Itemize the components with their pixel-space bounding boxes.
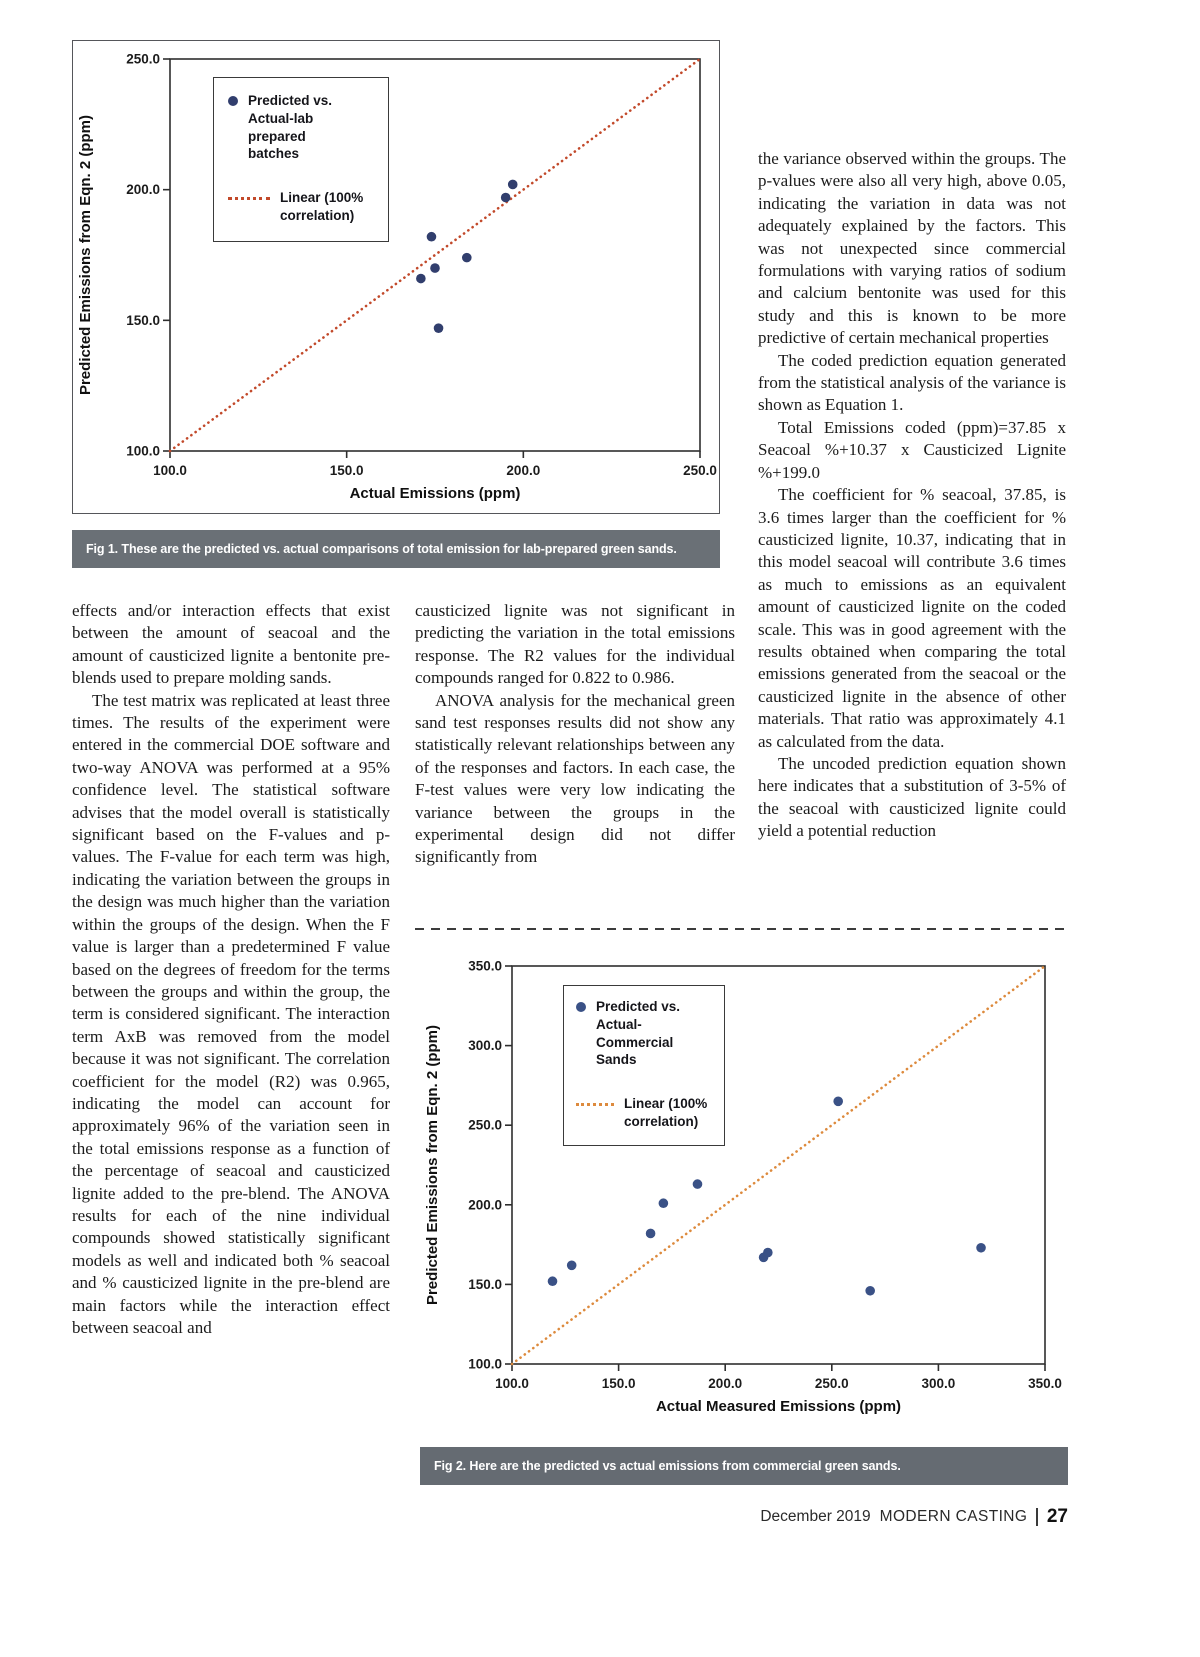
correlation-line — [510, 964, 1047, 1366]
scatter-point — [833, 1096, 843, 1107]
dashed-divider — [415, 928, 1068, 930]
body-paragraph: the variance observed within the groups.… — [758, 149, 1066, 348]
legend-label: Linear (100% correlation) — [280, 190, 364, 224]
x-tick-label: 200.0 — [708, 1376, 742, 1391]
scatter-point — [658, 1198, 669, 1209]
x-tick-label: 200.0 — [506, 463, 540, 478]
y-tick-label: 350.0 — [468, 959, 502, 974]
figure-2-caption: Fig 2. Here are the predicted vs actual … — [420, 1447, 1068, 1485]
y-axis-title: Predicted Emissions from Eqn. 2 (ppm) — [424, 1025, 441, 1305]
y-tick-label: 250.0 — [126, 52, 160, 67]
body-paragraph: The coefficient for % seacoal, 37.85, is… — [758, 485, 1066, 751]
y-tick-label: 150.0 — [468, 1277, 502, 1292]
figure-1-caption: Fig 1. These are the predicted vs. actua… — [72, 530, 720, 568]
body-column-left: effects and/or interaction effects that … — [72, 600, 390, 1339]
scatter-dot-marker — [228, 96, 238, 106]
x-tick-label: 150.0 — [330, 463, 364, 478]
scatter-point — [416, 273, 426, 284]
figure-2: 100.0 150.0 200.0 250.0 300.0 350.0 100.0 150.0… — [420, 952, 1068, 1430]
equation-paragraph: Total Emissions coded (ppm)=37.85 x Seac… — [758, 417, 1066, 482]
body-paragraph: The test matrix was replicated at least … — [72, 690, 390, 1337]
x-tick-label: 250.0 — [815, 1376, 849, 1391]
legend-entry-line: Linear (100% correlation) — [228, 189, 376, 225]
scatter-point — [865, 1285, 875, 1296]
dotted-line-marker — [576, 1103, 614, 1107]
scatter-point — [507, 179, 518, 190]
body-paragraph: The coded prediction equation generated … — [758, 350, 1066, 415]
footer-magazine-name: MODERN CASTING — [879, 1508, 1028, 1525]
x-tick-label: 100.0 — [495, 1376, 529, 1391]
y-tick-label: 300.0 — [468, 1038, 502, 1053]
y-tick-label: 200.0 — [126, 182, 160, 197]
x-tick-label: 150.0 — [602, 1376, 636, 1391]
y-tick-label: 200.0 — [468, 1197, 502, 1212]
legend-label: Predicted vs. Actual-Commercial Sands — [596, 999, 681, 1068]
legend-label: Predicted vs. Actual-lab prepared batche… — [248, 93, 333, 162]
chart-1-plot: 100.0 150.0 200.0 250.0 100.0 150.0 200.0 250.0… — [77, 52, 717, 503]
scatter-point — [462, 252, 472, 263]
scatter-point — [433, 323, 444, 333]
figure-1: 100.0 150.0 200.0 250.0 100.0 150.0 200.0 250.0… — [72, 40, 720, 514]
scatter-point — [430, 263, 440, 273]
chart-2-plot: 100.0 150.0 200.0 250.0 300.0 350.0 100.0 150.0… — [424, 959, 1062, 1416]
chart-2: 100.0 150.0 200.0 250.0 300.0 350.0 100.0 150.0… — [420, 952, 1068, 1430]
body-paragraph: The uncoded prediction equation shown he… — [758, 753, 1066, 841]
chart-1: 100.0 150.0 200.0 250.0 100.0 150.0 200.0 250.0… — [72, 40, 720, 514]
chart-1-legend: Predicted vs. Actual-lab prepared batche… — [213, 77, 389, 242]
dotted-line-marker — [228, 197, 270, 201]
legend-entry-series: Predicted vs. Actual-lab prepared batche… — [228, 92, 376, 163]
scatter-point — [692, 1179, 703, 1189]
scatter-dot-marker — [576, 1002, 586, 1012]
footer-issue-date: December 2019 — [760, 1508, 871, 1525]
y-axis-title: Predicted Emissions from Eqn. 2 (ppm) — [77, 115, 94, 395]
page-footer: December 2019 MODERN CASTING 27 — [72, 1506, 1068, 1528]
scatter-point — [566, 1260, 577, 1271]
body-column-middle: causticized lignite was not significant … — [415, 600, 735, 869]
chart-2-legend: Predicted vs. Actual-Commercial Sands Li… — [563, 985, 725, 1146]
y-tick-label: 150.0 — [126, 313, 160, 328]
x-tick-label: 300.0 — [922, 1376, 956, 1391]
x-axis-title: Actual Emissions (ppm) — [350, 485, 521, 502]
footer-divider — [1036, 1508, 1038, 1526]
body-paragraph: effects and/or interaction effects that … — [72, 601, 390, 688]
y-tick-label: 100.0 — [126, 444, 160, 459]
x-tick-label: 100.0 — [153, 463, 187, 478]
scatter-point — [645, 1228, 656, 1239]
body-paragraph: causticized lignite was not significant … — [415, 601, 735, 688]
correlation-line — [168, 57, 702, 453]
body-paragraph: ANOVA analysis for the mechanical green … — [415, 690, 735, 867]
scatter-point — [547, 1276, 558, 1287]
y-tick-label: 250.0 — [468, 1118, 502, 1133]
scatter-point — [976, 1242, 986, 1253]
scatter-point — [763, 1247, 773, 1258]
body-column-right: the variance observed within the groups.… — [758, 148, 1066, 843]
x-tick-label: 250.0 — [683, 463, 717, 478]
y-tick-label: 100.0 — [468, 1357, 502, 1372]
legend-entry-line: Linear (100% correlation) — [576, 1095, 714, 1131]
scatter-point — [500, 192, 511, 203]
scatter-point — [426, 231, 437, 242]
x-tick-label: 350.0 — [1028, 1376, 1062, 1391]
legend-label: Linear (100% correlation) — [624, 1096, 708, 1130]
legend-entry-series: Predicted vs. Actual-Commercial Sands — [576, 998, 714, 1069]
x-axis-title: Actual Measured Emissions (ppm) — [656, 1398, 901, 1415]
footer-page-number: 27 — [1046, 1506, 1068, 1527]
